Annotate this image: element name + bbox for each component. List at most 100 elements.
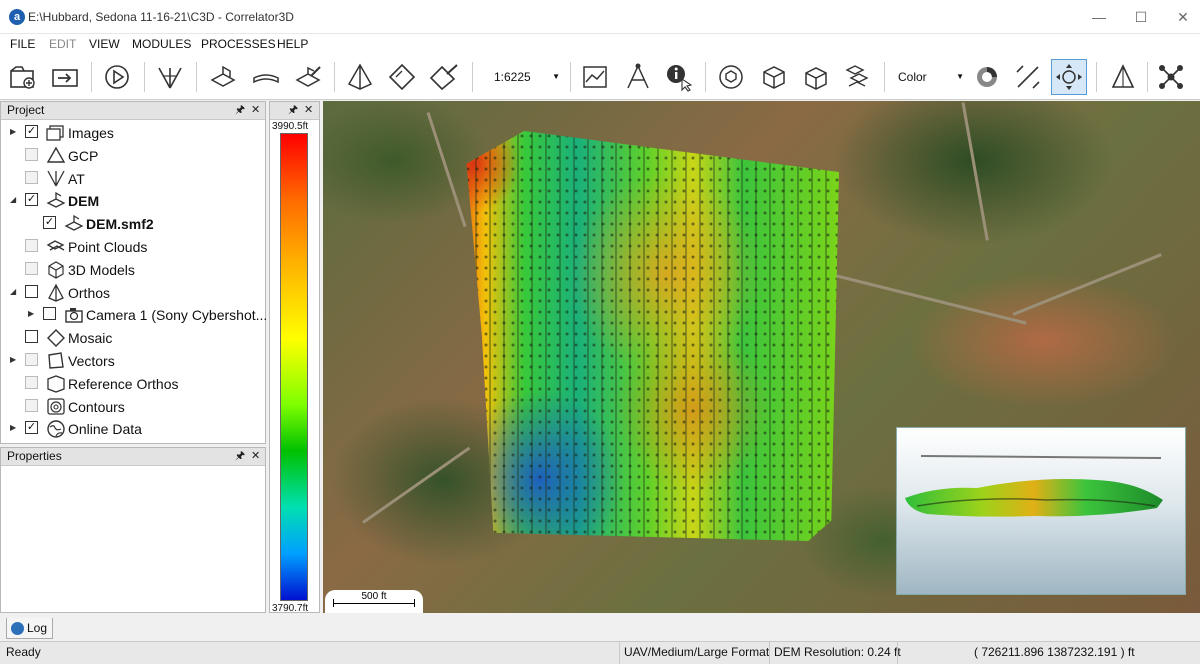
tree-item-label: Images: [68, 125, 114, 141]
status-bar: Ready UAV/Medium/Large Format DEM Resolu…: [0, 641, 1200, 664]
new-project-icon[interactable]: [5, 59, 41, 95]
tree-item-label: GCP: [68, 147, 99, 164]
tree-item[interactable]: AT: [1, 167, 265, 189]
profile-icon[interactable]: [577, 59, 613, 95]
properties-panel: Properties 🖈 ✕: [0, 447, 266, 613]
ortho-icon[interactable]: [342, 59, 378, 95]
tree-item[interactable]: 3D Models: [1, 258, 265, 280]
log-tab[interactable]: Log: [6, 618, 53, 639]
tree-item[interactable]: Reference Orthos: [1, 372, 265, 394]
menu-help[interactable]: HELP: [277, 37, 309, 51]
measure-icon[interactable]: [1010, 59, 1046, 95]
tree-item[interactable]: ✓ DEM.smf2: [1, 212, 265, 234]
scale-bar: 500 ft: [325, 590, 423, 613]
tree-item-checkbox: [25, 147, 38, 161]
tree-item-label: Reference Orthos: [68, 375, 179, 392]
tree-item[interactable]: ▶ ✓ Images: [1, 121, 265, 143]
window-title: E:\Hubbard, Sedona 11-16-21\C3D - Correl…: [28, 10, 294, 24]
reference-orthos-icon: [46, 374, 66, 393]
pyramid-icon[interactable]: [1105, 59, 1141, 95]
dem-icon[interactable]: [248, 59, 284, 95]
menu-edit[interactable]: EDIT: [49, 37, 77, 51]
close-icon[interactable]: ✕: [251, 450, 261, 462]
scale-select[interactable]: 1:6225 ▼: [490, 66, 562, 88]
import-icon[interactable]: [47, 59, 83, 95]
menu-view[interactable]: VIEW: [89, 37, 120, 51]
point-clouds-icon: [46, 237, 66, 255]
close-icon[interactable]: ✕: [251, 104, 261, 116]
tree-item-checkbox[interactable]: [25, 330, 38, 344]
pin-icon[interactable]: 🖈: [235, 104, 246, 116]
tree-item-checkbox[interactable]: ✓: [25, 193, 38, 207]
tree-item-label: Online Data: [68, 421, 142, 438]
mosaic-icon[interactable]: [384, 59, 420, 95]
pin-icon[interactable]: 🖈: [288, 104, 299, 116]
mosaic-icon: [46, 328, 66, 348]
tree-item-checkbox[interactable]: [25, 284, 38, 298]
tree-item-checkbox: [25, 375, 38, 389]
dsm-icon[interactable]: [205, 59, 241, 95]
menu-file[interactable]: FILE: [10, 37, 36, 51]
chevron-down-icon[interactable]: ◢: [10, 195, 17, 205]
tree-item-checkbox[interactable]: ✓: [43, 216, 56, 230]
chevron-right-icon[interactable]: ▶: [10, 355, 17, 364]
pin-icon[interactable]: 🖈: [235, 450, 246, 462]
3d-view-icon[interactable]: [798, 59, 834, 95]
tree-item-label: DEM.smf2: [86, 216, 154, 233]
map-view[interactable]: [323, 101, 1200, 613]
online-data-icon: [46, 419, 66, 439]
menu-modules[interactable]: MODULES: [132, 37, 192, 51]
status-ready: Ready: [6, 645, 41, 659]
vectors-icon: [46, 351, 66, 369]
minimize-button[interactable]: —: [1092, 9, 1106, 25]
chevron-down-icon[interactable]: ◢: [10, 286, 17, 296]
3d-models-icon: [46, 260, 66, 279]
properties-panel-header: Properties 🖈 ✕: [1, 448, 265, 466]
color-wheel-icon[interactable]: [969, 59, 1005, 95]
rotate-3d-icon[interactable]: [713, 59, 749, 95]
run-icon[interactable]: [99, 59, 135, 95]
tree-item[interactable]: ▶ Vectors: [1, 349, 265, 371]
tree-item[interactable]: Point Clouds: [1, 235, 265, 257]
network-icon[interactable]: [1153, 59, 1189, 95]
menu-processes[interactable]: PROCESSES: [201, 37, 276, 51]
tree-item[interactable]: ▶ Camera 1 (Sony Cybershot...: [1, 303, 267, 325]
tree-item-label: 3D Models: [68, 261, 135, 278]
tree-item[interactable]: ◢ Orthos: [1, 281, 265, 303]
tree-item-checkbox[interactable]: ✓: [25, 125, 38, 138]
dem-file-icon: [64, 214, 84, 232]
tree-item[interactable]: ◢ ✓ DEM: [1, 189, 265, 211]
chevron-down-icon: ▼: [956, 72, 964, 81]
info-icon[interactable]: [660, 59, 696, 95]
chevron-right-icon[interactable]: ▶: [10, 423, 17, 433]
maximize-button[interactable]: ☐: [1134, 9, 1148, 25]
tree-item[interactable]: Contours: [1, 395, 265, 417]
3d-preview-window[interactable]: [896, 427, 1186, 595]
3d-model-icon[interactable]: [756, 59, 792, 95]
tree-item[interactable]: Mosaic: [1, 326, 265, 348]
tree-item-checkbox[interactable]: [43, 307, 56, 321]
tree-item-checkbox[interactable]: ✓: [25, 421, 38, 435]
toolbar: 1:6225 ▼ Color ▼: [0, 54, 1200, 100]
close-window-button[interactable]: ✕: [1177, 9, 1189, 25]
display-mode-select[interactable]: Color ▼: [894, 66, 966, 88]
point-cloud-icon[interactable]: [840, 59, 876, 95]
log-icon: [11, 622, 24, 635]
vectors-icon[interactable]: [620, 59, 656, 95]
chevron-right-icon[interactable]: ▶: [28, 309, 35, 319]
navigate-icon[interactable]: [1051, 59, 1087, 95]
gcp-icon: [46, 146, 66, 164]
tree-item-checkbox: [25, 261, 38, 275]
edit-dem-icon[interactable]: [290, 59, 326, 95]
contours-icon: [46, 397, 66, 415]
edit-mosaic-icon[interactable]: [426, 59, 462, 95]
tree-item[interactable]: ▶ ✓ Online Data: [1, 417, 265, 439]
tree-item[interactable]: GCP: [1, 144, 265, 166]
camera-icon: [64, 305, 84, 324]
aerial-triangulation-icon[interactable]: [152, 59, 188, 95]
chevron-right-icon[interactable]: ▶: [10, 127, 17, 136]
status-camera-type: UAV/Medium/Large Format: [619, 642, 769, 664]
close-icon[interactable]: ✕: [304, 104, 314, 116]
scale-value: 1:6225: [494, 70, 531, 84]
road: [426, 112, 467, 228]
